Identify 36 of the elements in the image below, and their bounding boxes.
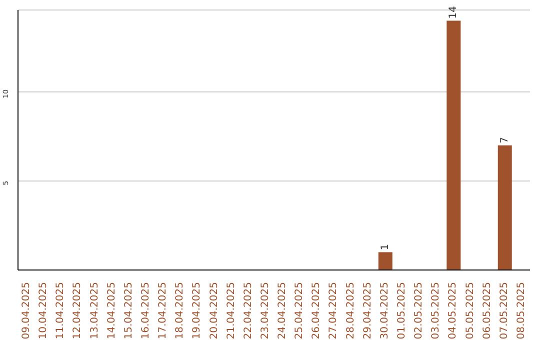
x-tick-label: 25.04.2025 [294,282,306,340]
x-tick-label: 12.04.2025 [72,282,84,340]
bar [446,20,461,270]
x-tick-label: 03.05.2025 [430,282,442,340]
x-tick-label: 08.05.2025 [516,282,527,340]
x-tick-label: 22.04.2025 [242,282,254,340]
x-tick-label: 20.04.2025 [208,282,220,340]
bar [498,145,512,270]
x-tick-label: 23.04.2025 [260,282,271,340]
data-label: 14 [448,6,460,19]
x-tick-label: 19.04.2025 [192,282,203,340]
x-tick-label: 29.04.2025 [362,282,374,340]
x-tick-label: 21.04.2025 [226,282,237,340]
x-tick-label: 30.04.2025 [379,282,390,340]
x-tick-label: 01.05.2025 [396,282,408,340]
x-tick-label: 05.05.2025 [464,282,476,340]
x-tick-label: 17.04.2025 [158,282,169,340]
x-tick-label: 13.04.2025 [89,282,100,340]
x-tick-label: 24.04.2025 [277,282,288,340]
x-tick-label: 07.05.2025 [498,282,510,340]
x-tick-label: 14.04.2025 [106,282,118,340]
x-tick-label: 06.05.2025 [482,282,493,340]
bar [378,252,392,270]
x-tick-label: 10.04.2025 [38,282,50,340]
x-tick-label: 09.04.2025 [21,282,32,340]
x-tick-label: 16.04.2025 [140,282,152,340]
data-label: 7 [499,136,510,144]
x-tick-label: 02.05.2025 [414,282,425,340]
data-label: 1 [380,244,391,250]
x-tick-label: 27.04.2025 [328,282,340,340]
x-tick-label: 28.04.2025 [345,282,356,340]
x-tick-label: 15.04.2025 [123,282,134,340]
x-tick-label: 04.05.2025 [448,282,459,340]
x-tick-label: 26.04.2025 [311,282,322,340]
x-tick-label: 11.04.2025 [55,282,66,340]
x-tick-label: 18.04.2025 [174,282,186,340]
